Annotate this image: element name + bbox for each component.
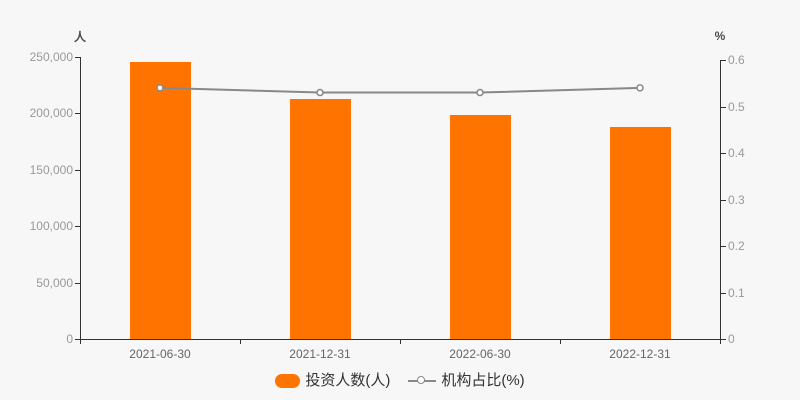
y-axis-right-tick-label: 0.1 — [728, 285, 745, 300]
y-axis-left-tick — [75, 226, 80, 228]
bar-2022-12-31[interactable] — [609, 126, 671, 339]
x-axis-tick — [560, 339, 561, 344]
x-axis-tick — [240, 339, 241, 344]
bar-2022-06-30[interactable] — [449, 114, 511, 339]
line-path — [159, 86, 641, 94]
legend: 投资人数(人) 机构占比(%) — [0, 372, 800, 390]
line-series-swatch-icon — [408, 374, 437, 388]
y-axis-right-tick — [721, 339, 726, 340]
right-axis-name: % — [714, 29, 726, 43]
bar-series-swatch-icon — [275, 374, 301, 388]
bar-2021-12-31[interactable] — [289, 98, 351, 339]
y-axis-left-tick-label: 50,000 — [36, 275, 73, 290]
y-axis-left-tick — [75, 282, 80, 284]
left-axis-name: 人 — [73, 30, 86, 44]
line-point-2022-06-30[interactable] — [476, 88, 484, 97]
x-axis-tick — [720, 339, 721, 344]
y-axis-right-tick — [721, 60, 726, 61]
y-axis-right-tick-label: 0.5 — [728, 99, 745, 114]
x-axis-label: 2022-06-30 — [449, 347, 511, 361]
line-point-2022-12-31[interactable] — [636, 84, 644, 92]
x-axis-tick — [400, 339, 401, 344]
line-point-2021-12-31[interactable] — [316, 88, 324, 97]
y-axis-left-tick — [75, 339, 80, 340]
y-axis-right-tick-label: 0.6 — [728, 53, 745, 67]
y-axis-right-tick-label: 0.3 — [728, 192, 745, 207]
y-axis-left — [80, 57, 81, 340]
y-axis-right-tick — [721, 246, 726, 247]
bar-2021-06-30[interactable] — [129, 61, 191, 339]
legend-label-institution-ratio: 机构占比(%) — [441, 372, 525, 389]
y-axis-left-tick-label: 100,000 — [29, 219, 73, 234]
y-axis-left-tick-label: 0 — [66, 332, 73, 346]
y-axis-right-tick — [721, 199, 726, 201]
x-axis-tick — [80, 339, 81, 344]
line-point-2021-06-30[interactable] — [156, 84, 164, 92]
y-axis-left-tick-label: 250,000 — [29, 50, 73, 64]
legend-label-investor-count: 投资人数(人) — [305, 372, 391, 389]
legend-item-institution-ratio[interactable]: 机构占比(%) — [408, 372, 525, 390]
x-axis-label: 2021-06-30 — [129, 347, 191, 361]
y-axis-right-tick — [721, 153, 726, 154]
y-axis-right-tick-label: 0 — [728, 332, 735, 346]
y-axis-right-tick-label: 0.4 — [728, 146, 745, 160]
y-axis-right — [720, 60, 721, 340]
y-axis-right-tick-label: 0.2 — [728, 239, 745, 253]
y-axis-left-tick — [75, 169, 80, 171]
legend-item-investor-count[interactable]: 投资人数(人) — [275, 372, 390, 390]
y-axis-right-tick — [721, 292, 726, 294]
y-axis-left-tick-label: 150,000 — [29, 162, 73, 177]
y-axis-right-tick — [721, 106, 726, 108]
y-axis-left-tick — [75, 57, 80, 58]
x-axis-label: 2021-12-31 — [289, 347, 351, 361]
y-axis-left-tick — [75, 113, 80, 115]
x-axis-label: 2022-12-31 — [609, 347, 671, 361]
y-axis-left-tick-label: 200,000 — [29, 106, 73, 121]
